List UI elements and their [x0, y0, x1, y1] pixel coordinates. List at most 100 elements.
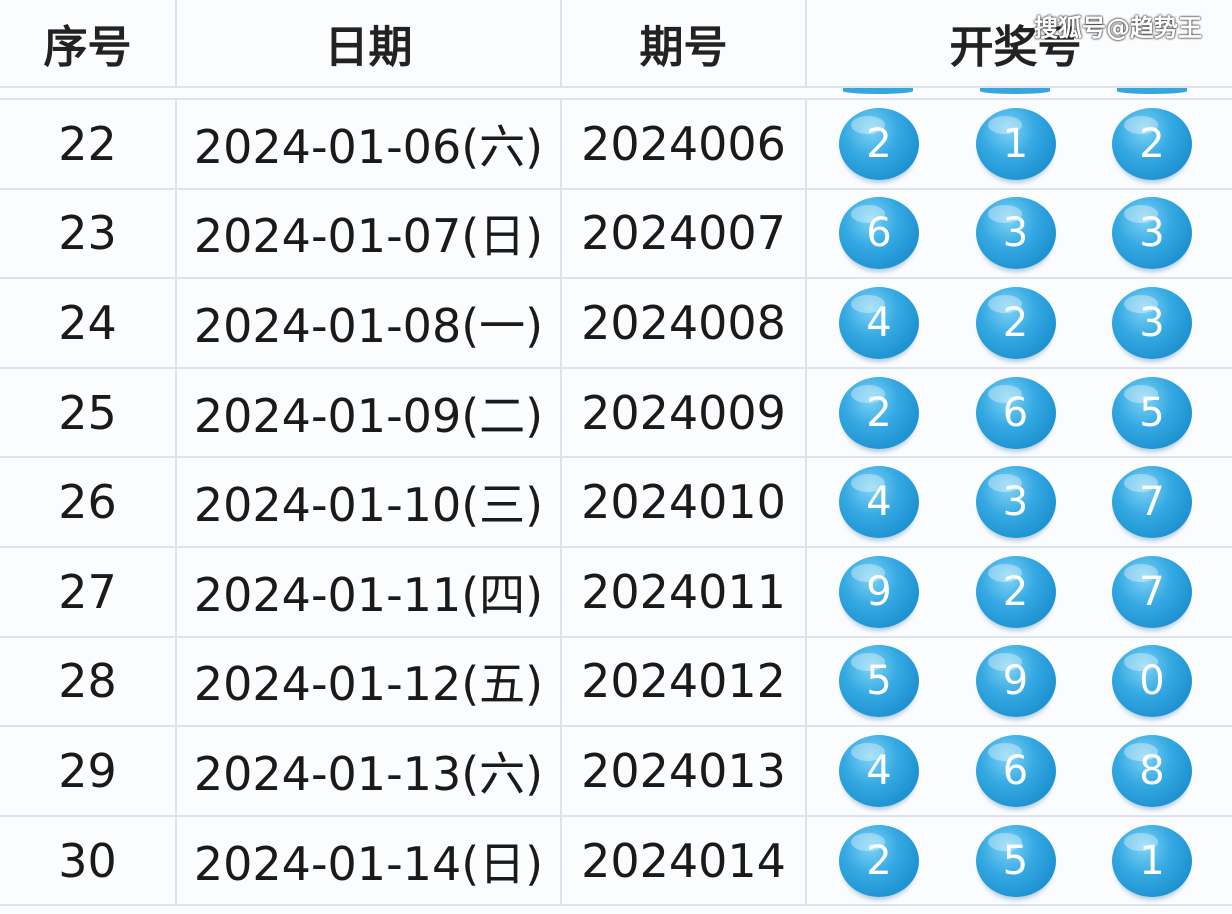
number-ball: 6 — [975, 376, 1056, 449]
ball-number: 3 — [1002, 210, 1029, 257]
table-row: 22 2024-01-06(六) 2024006 2 1 2 — [0, 100, 1232, 190]
number-ball: 2 — [975, 555, 1056, 628]
ball-number: 2 — [1002, 568, 1029, 615]
row-numbers: 9 2 7 — [807, 548, 1232, 636]
number-ball: 7 — [1112, 466, 1192, 539]
ball-number: 3 — [1139, 210, 1165, 257]
ball-number: 4 — [866, 479, 892, 526]
row-date: 2024-01-11(四) — [177, 548, 562, 636]
number-ball: 2 — [839, 824, 919, 897]
ball-number: 1 — [1002, 120, 1029, 167]
row-issue: 2024013 — [562, 727, 807, 815]
ball-number: 9 — [866, 568, 892, 615]
row-date: 2024-01-06(六) — [177, 100, 562, 188]
number-ball: 3 — [975, 197, 1056, 270]
number-ball: 7 — [1112, 555, 1192, 628]
row-date: 2024-01-07(日) — [177, 189, 562, 278]
table-row: 26 2024-01-10(三) 2024010 4 3 7 — [0, 458, 1232, 548]
header-numbers: 开奖号 — [949, 22, 1082, 73]
ball-number: 7 — [1139, 568, 1165, 615]
row-date: 2024-01-09(二) — [177, 368, 562, 457]
row-date: 2024-01-08(一) — [177, 279, 562, 367]
row-numbers: 5 9 0 — [807, 638, 1232, 726]
table-row: 25 2024-01-09(二) 2024009 2 6 5 — [0, 368, 1232, 459]
ball-edge — [980, 88, 1050, 94]
number-ball: 9 — [975, 645, 1056, 718]
number-ball: 5 — [975, 824, 1056, 897]
partial-previous-row — [0, 88, 1232, 100]
row-index: 30 — [0, 816, 177, 905]
number-ball: 2 — [1112, 107, 1192, 180]
ball-number: 3 — [1139, 299, 1165, 346]
ball-number: 2 — [1139, 120, 1165, 167]
row-numbers: 2 5 1 — [807, 817, 1232, 905]
ball-number: 7 — [1139, 479, 1165, 526]
row-issue: 2024010 — [562, 458, 807, 546]
row-date: 2024-01-14(日) — [177, 816, 562, 905]
table-row: 24 2024-01-08(一) 2024008 4 2 3 — [0, 279, 1232, 369]
number-ball: 0 — [1112, 645, 1192, 718]
ball-number: 3 — [1002, 479, 1029, 526]
number-ball: 3 — [1112, 286, 1192, 359]
ball-number: 4 — [866, 747, 892, 794]
ball-number: 8 — [1139, 747, 1165, 794]
number-ball: 4 — [839, 734, 919, 807]
ball-number: 2 — [1002, 299, 1029, 346]
number-ball: 2 — [975, 286, 1056, 359]
number-ball: 6 — [975, 734, 1056, 807]
number-ball: 3 — [975, 466, 1056, 539]
ball-edge — [843, 88, 913, 94]
ball-number: 5 — [866, 658, 892, 705]
number-ball: 2 — [839, 107, 919, 180]
header-issue: 期号 — [562, 0, 807, 86]
row-index: 29 — [0, 727, 177, 815]
row-index: 26 — [0, 458, 177, 546]
ball-number: 9 — [1002, 658, 1029, 705]
ball-number: 4 — [866, 299, 892, 346]
ball-number: 0 — [1139, 658, 1165, 705]
ball-number: 2 — [866, 837, 892, 884]
row-issue: 2024012 — [562, 637, 807, 726]
ball-number: 6 — [1002, 389, 1029, 436]
row-date: 2024-01-10(三) — [177, 458, 562, 546]
row-index: 22 — [0, 100, 177, 188]
table-header: 序号 日期 期号 开奖号 — [0, 0, 1232, 88]
number-ball: 5 — [839, 645, 919, 718]
number-ball: 9 — [839, 555, 919, 628]
number-ball: 6 — [839, 197, 919, 270]
ball-number: 5 — [1002, 837, 1029, 884]
row-numbers: 4 6 8 — [807, 727, 1232, 815]
ball-number: 2 — [866, 389, 892, 436]
number-ball: 8 — [1112, 734, 1192, 807]
row-numbers: 2 6 5 — [807, 369, 1232, 457]
row-issue: 2024014 — [562, 816, 807, 905]
row-index: 23 — [0, 189, 177, 278]
ball-number: 5 — [1139, 389, 1165, 436]
row-issue: 2024011 — [562, 548, 807, 636]
ball-edge — [1117, 88, 1187, 94]
ball-number: 6 — [1002, 747, 1029, 794]
row-index: 24 — [0, 279, 177, 367]
row-issue: 2024009 — [562, 368, 807, 457]
table-row: 28 2024-01-12(五) 2024012 5 9 0 — [0, 637, 1232, 728]
row-issue: 2024008 — [562, 279, 807, 367]
row-date: 2024-01-12(五) — [177, 637, 562, 726]
table-row: 27 2024-01-11(四) 2024011 9 2 7 — [0, 548, 1232, 638]
watermark: 搜狐号@趋势王 — [1034, 14, 1202, 42]
number-ball: 4 — [839, 286, 919, 359]
row-index: 27 — [0, 548, 177, 636]
row-index: 25 — [0, 368, 177, 457]
number-ball: 1 — [975, 107, 1056, 180]
row-date: 2024-01-13(六) — [177, 727, 562, 815]
row-numbers: 4 3 7 — [807, 458, 1232, 546]
number-ball: 4 — [839, 466, 919, 539]
ball-number: 2 — [866, 120, 892, 167]
table-row: 23 2024-01-07(日) 2024007 6 3 3 — [0, 189, 1232, 280]
header-index: 序号 — [0, 0, 177, 86]
table-row: 29 2024-01-13(六) 2024013 4 6 8 — [0, 727, 1232, 817]
ball-number: 6 — [866, 210, 892, 257]
row-numbers: 6 3 3 — [807, 190, 1232, 278]
number-ball: 5 — [1112, 376, 1192, 449]
row-issue: 2024007 — [562, 189, 807, 278]
row-numbers: 2 1 2 — [807, 100, 1232, 188]
